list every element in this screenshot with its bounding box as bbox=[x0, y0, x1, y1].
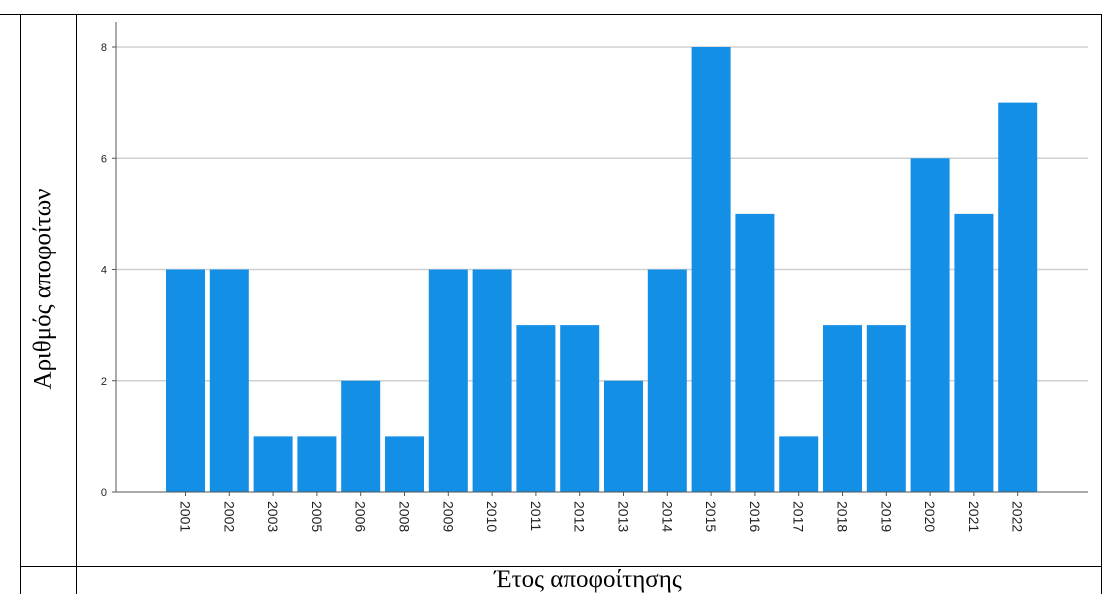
bar bbox=[166, 269, 205, 492]
bar bbox=[998, 102, 1038, 492]
bar bbox=[297, 436, 337, 492]
x-tick-label: 2005 bbox=[309, 501, 325, 532]
bar bbox=[647, 269, 687, 492]
x-tick-label: 2001 bbox=[178, 501, 194, 532]
x-tick-label: 2002 bbox=[221, 501, 237, 532]
bar bbox=[253, 436, 293, 492]
x-tick-label: 2020 bbox=[922, 501, 938, 532]
x-tick-labels: 2001 2002 2003 2005 2006 2008 2009 2010 2011 2012… bbox=[178, 492, 1026, 532]
x-tick-label: 2021 bbox=[966, 501, 982, 532]
bar bbox=[604, 380, 643, 492]
bar bbox=[516, 325, 556, 492]
bar bbox=[954, 213, 994, 492]
y-tick-label: 8 bbox=[101, 42, 107, 54]
x-tick-label: 2014 bbox=[659, 501, 675, 532]
bar bbox=[341, 380, 381, 492]
x-tick-label: 2016 bbox=[747, 501, 763, 532]
x-tick-label: 2011 bbox=[528, 501, 544, 531]
bar bbox=[691, 47, 731, 492]
y-axis-label: Αριθμός αποφοίτων bbox=[29, 188, 56, 390]
bar bbox=[385, 436, 424, 492]
x-tick-label: 2008 bbox=[397, 501, 413, 532]
bar bbox=[209, 269, 249, 492]
x-tick-label: 2018 bbox=[835, 501, 851, 532]
y-tick-label: 6 bbox=[101, 153, 107, 165]
bar bbox=[472, 269, 512, 492]
x-tick-label: 2013 bbox=[616, 501, 632, 532]
x-axis-label: Έτος αποφοίτησης bbox=[494, 566, 682, 593]
y-tick-labels: 0 2 4 6 8 bbox=[101, 42, 116, 499]
bars bbox=[166, 47, 1038, 492]
x-tick-label: 2010 bbox=[484, 501, 500, 532]
bar bbox=[910, 158, 950, 492]
bar bbox=[779, 436, 819, 492]
y-tick-label: 0 bbox=[101, 487, 107, 499]
x-tick-label: 2003 bbox=[265, 501, 281, 532]
x-tick-label: 2019 bbox=[878, 501, 894, 532]
bar bbox=[823, 325, 862, 492]
bar bbox=[560, 325, 600, 492]
x-tick-label: 2012 bbox=[572, 501, 588, 532]
bar bbox=[428, 269, 468, 492]
x-tick-label: 2017 bbox=[791, 501, 807, 532]
y-axis-label-cell: Αριθμός αποφοίτων bbox=[20, 14, 66, 564]
x-tick-label: 2015 bbox=[703, 501, 719, 532]
x-tick-label: 2009 bbox=[440, 501, 456, 532]
x-tick-label: 2022 bbox=[1010, 501, 1026, 532]
y-tick-label: 2 bbox=[101, 376, 107, 388]
x-tick-label: 2006 bbox=[353, 501, 369, 532]
bar bbox=[866, 325, 906, 492]
y-tick-label: 4 bbox=[101, 265, 107, 277]
bar bbox=[735, 213, 775, 492]
